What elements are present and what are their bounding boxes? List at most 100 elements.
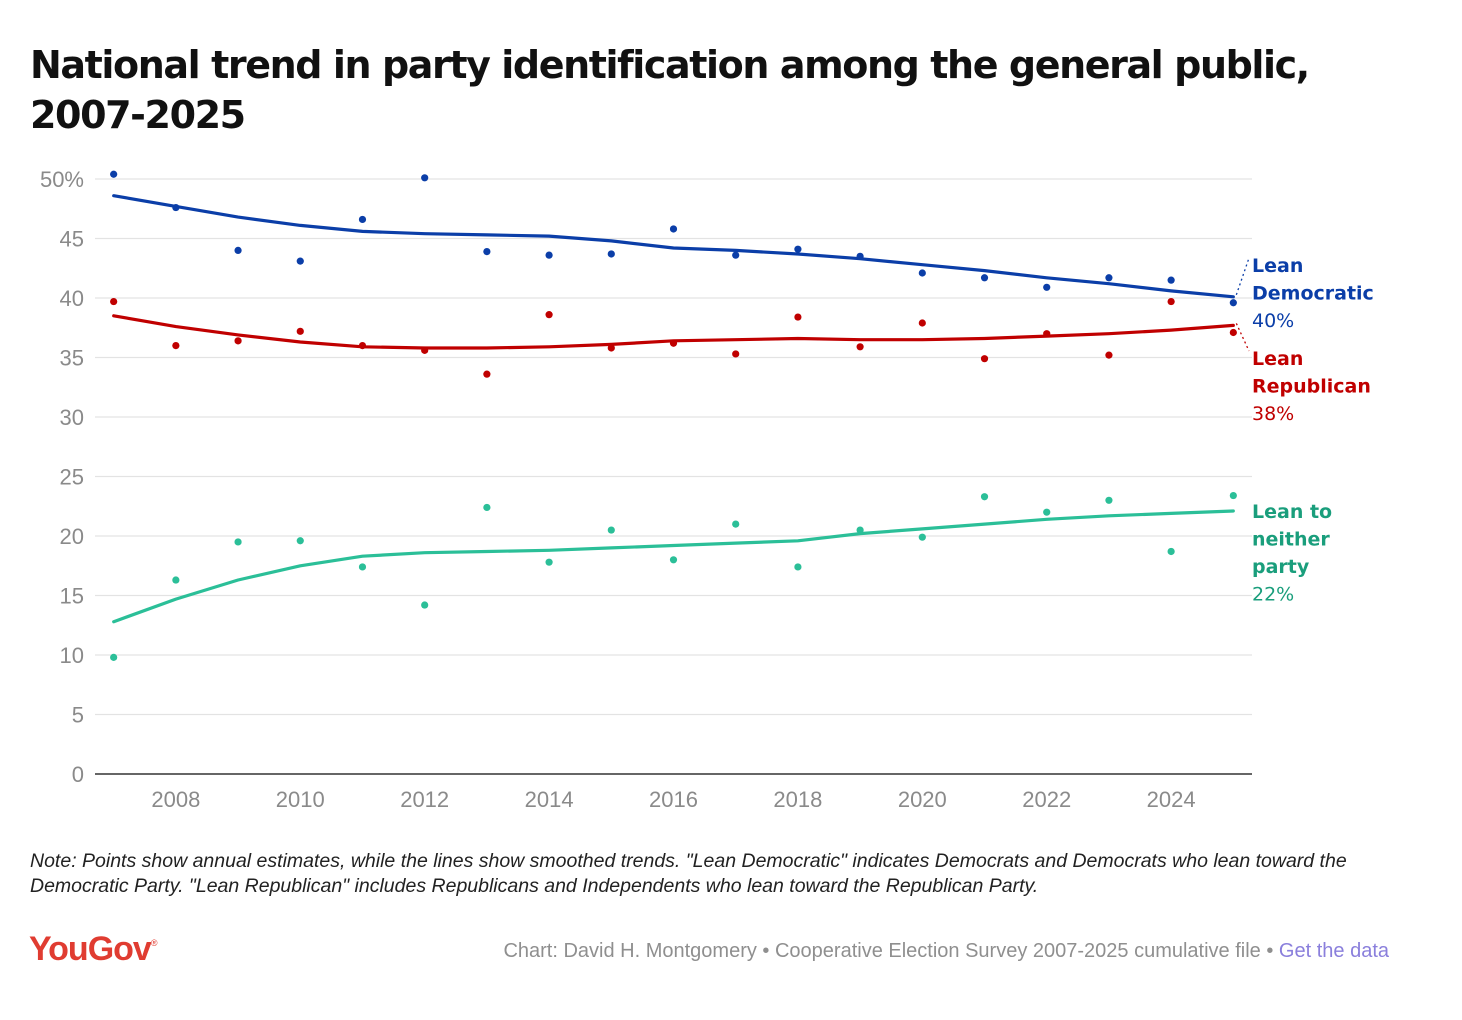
x-tick-label: 2016 [649, 787, 698, 812]
rep-point [980, 355, 989, 363]
rep-label-line: Republican [1252, 376, 1371, 398]
dem-point [732, 251, 740, 259]
rep-point [1167, 297, 1175, 306]
neither-point [856, 526, 864, 534]
x-tick-label: 2012 [400, 787, 449, 812]
neither-point [172, 576, 180, 584]
y-axis-ticks: 0 5 10 15 20 25 30 35 40 45 50% [40, 167, 84, 787]
neither-point [296, 537, 304, 545]
dem-label-connector [1235, 257, 1250, 296]
y-tick-label: 35 [60, 346, 84, 371]
dem-point [1105, 274, 1113, 282]
neither-point [110, 653, 118, 661]
rep-point [296, 327, 304, 335]
y-tick-label: 20 [60, 524, 84, 549]
dem-trend-line [112, 194, 1235, 299]
neither-point [545, 558, 553, 566]
rep-point [421, 346, 429, 354]
rep-point [234, 337, 242, 345]
y-tick-label: 30 [60, 405, 84, 430]
dem-point [669, 225, 678, 233]
dem-point [607, 250, 615, 258]
chart-note: Note: Points show annual estimates, whil… [30, 850, 1347, 897]
rep-point [1043, 330, 1051, 338]
x-tick-label: 2020 [898, 787, 947, 812]
x-tick-label: 2022 [1022, 787, 1071, 812]
y-tick-label: 25 [60, 465, 84, 490]
dem-point [110, 170, 118, 178]
rep-point [358, 342, 367, 350]
rep-series-label: Lean Republican 38% [1252, 348, 1371, 425]
registered-mark: ® [150, 938, 158, 948]
dem-point [483, 247, 491, 256]
dem-point [296, 257, 304, 265]
rep-point [669, 339, 678, 347]
dem-point [1229, 299, 1237, 307]
neither-point [483, 503, 491, 512]
neither-label-line: party [1252, 556, 1310, 578]
rep-point [1105, 351, 1113, 359]
x-tick-label: 2018 [773, 787, 822, 812]
neither-point [1043, 508, 1051, 516]
neither-point [358, 563, 367, 571]
x-tick-label: 2024 [1147, 787, 1196, 812]
rep-label-line: Lean [1252, 348, 1303, 370]
dem-series-label: Lean Democratic 40% [1252, 255, 1374, 332]
y-tick-label: 5 [72, 703, 84, 728]
rep-point [483, 370, 491, 378]
rep-point [856, 343, 864, 351]
neither-point [421, 601, 429, 609]
neither-point [918, 533, 926, 541]
dem-point [1043, 283, 1051, 291]
dem-point [794, 245, 802, 253]
neither-label-line: Lean to [1252, 501, 1332, 523]
neither-point [1229, 491, 1237, 500]
neither-point [669, 556, 678, 564]
dem-point [545, 251, 553, 259]
neither-point [980, 493, 989, 501]
dem-point [421, 174, 429, 182]
rep-point [1229, 328, 1237, 337]
chart-credit: Chart: David H. Montgomery • Cooperative… [503, 940, 1389, 963]
dem-point [172, 203, 180, 212]
y-tick-label: 10 [60, 643, 84, 668]
rep-point [545, 311, 553, 319]
chart-title: National trend in party identification a… [30, 43, 1310, 137]
logo-text: YouGov [29, 930, 152, 968]
dem-point [918, 269, 926, 277]
x-tick-label: 2008 [151, 787, 200, 812]
rep-point [110, 297, 118, 306]
dem-point [1167, 276, 1175, 284]
y-tick-label: 40 [60, 286, 84, 311]
neither-end-value: 22% [1252, 584, 1294, 606]
rep-point [918, 319, 926, 327]
rep-end-value: 38% [1252, 403, 1294, 425]
get-the-data-link[interactable]: Get the data [1278, 940, 1389, 962]
dem-end-value: 40% [1252, 310, 1294, 332]
rep-point [794, 313, 802, 321]
dem-label-line: Democratic [1252, 283, 1374, 305]
chart-marks [110, 170, 1237, 661]
yougov-logo: YouGov® [29, 930, 157, 969]
neither-point [1167, 547, 1175, 556]
x-tick-label: 2010 [276, 787, 325, 812]
x-tick-label: 2014 [525, 787, 574, 812]
dem-point [856, 252, 864, 260]
dem-label-line: Lean [1252, 255, 1303, 277]
rep-point [172, 342, 180, 350]
neither-point [732, 520, 740, 528]
dem-point [980, 274, 989, 282]
rep-point [732, 350, 740, 358]
x-axis-ticks: 2008 2010 2012 2014 2016 2018 2020 2022 2024 [151, 787, 1195, 812]
y-tick-label: 15 [60, 584, 84, 609]
neither-series-label: Lean to neither party 22% [1252, 501, 1332, 606]
rep-label-connector [1235, 323, 1250, 352]
neither-point [234, 538, 242, 546]
neither-point [794, 563, 802, 571]
y-tick-label: 45 [60, 227, 84, 252]
rep-point [607, 344, 615, 352]
dem-point [234, 246, 242, 254]
gridlines [95, 178, 1252, 716]
y-tick-label: 0 [72, 762, 84, 787]
